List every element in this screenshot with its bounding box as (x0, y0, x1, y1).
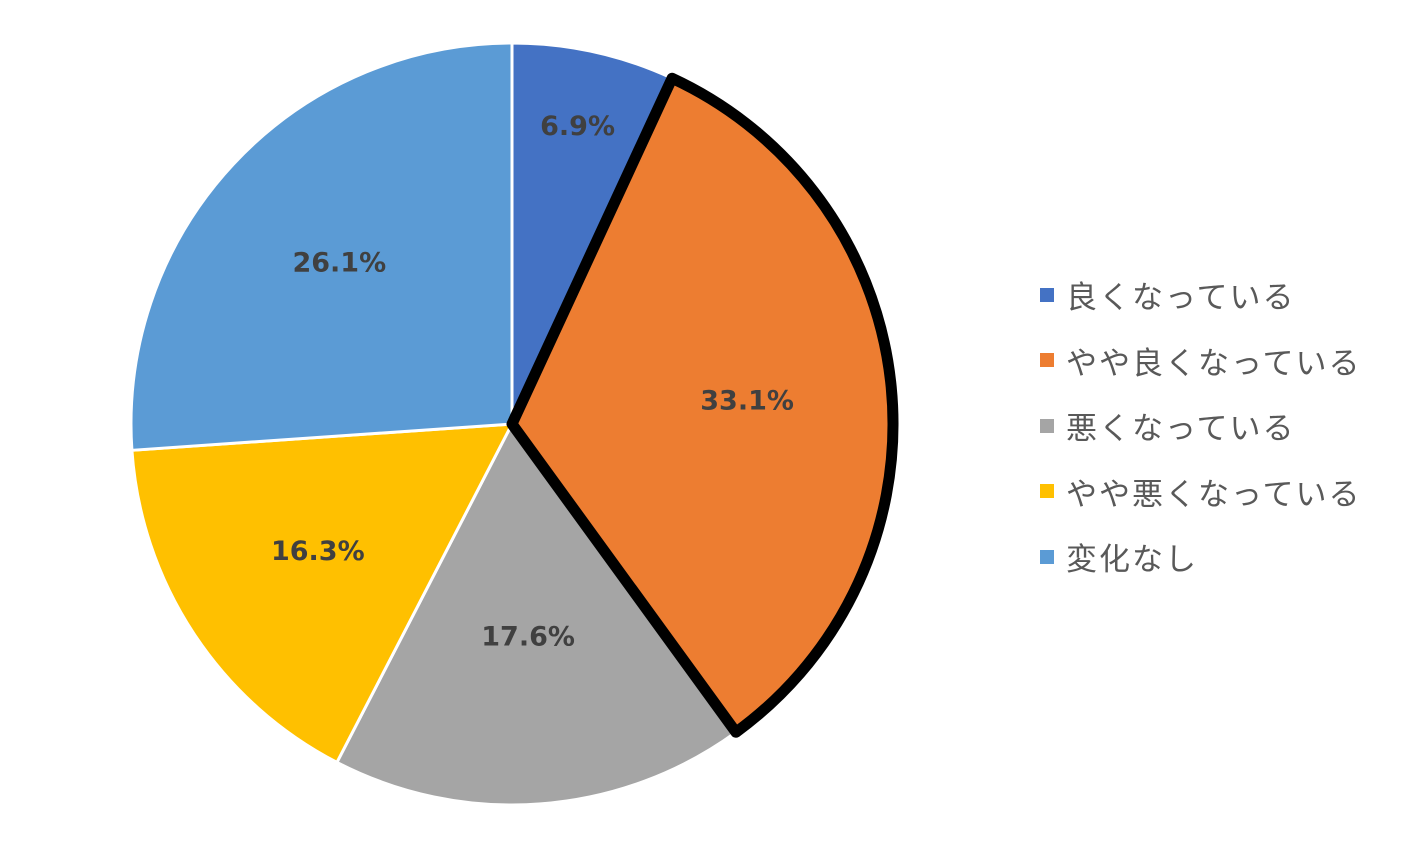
legend-swatch (1040, 353, 1054, 368)
legend-item: 変化なし (1040, 524, 1361, 590)
legend-swatch (1040, 418, 1054, 433)
slice-5-data-label: 26.1% (292, 247, 386, 278)
highlight-outline-group (506, 72, 899, 738)
legend-label: 悪くなっている (1066, 411, 1296, 448)
legend: 良くなっているやや良くなっている 悪くなっているやや悪くなっている 変化なし (1040, 262, 1361, 590)
slice-4-wedge (130, 422, 514, 764)
slice-2-data-label: 33.1% (700, 386, 794, 417)
legend-item: やや良くなっている (1040, 328, 1361, 394)
slice-3-data-label: 17.6% (481, 621, 575, 652)
legend-item: 悪くなっている (1040, 393, 1361, 459)
slice-1-data-label: 6.9% (540, 111, 615, 142)
slice-5-wedge (129, 41, 514, 452)
legend-item: やや悪くなっている (1040, 459, 1361, 525)
slice-labels: 6.9% 33.1% 17.6% 16.3% 26.1% (271, 111, 794, 652)
legend-swatch (1040, 484, 1054, 499)
legend-swatch (1040, 549, 1054, 564)
legend-label: 変化なし (1066, 542, 1198, 579)
legend-label: 良くなっている (1066, 280, 1296, 317)
legend-label: やや良くなっている (1066, 345, 1362, 382)
slice-3-wedge (335, 422, 738, 807)
highlighted-slice-outline (506, 72, 899, 738)
slice-4-data-label: 16.3% (271, 536, 365, 567)
legend-item: 良くなっている (1040, 262, 1361, 328)
legend-label: やや悪くなっている (1066, 476, 1362, 513)
legend-swatch (1040, 287, 1054, 302)
